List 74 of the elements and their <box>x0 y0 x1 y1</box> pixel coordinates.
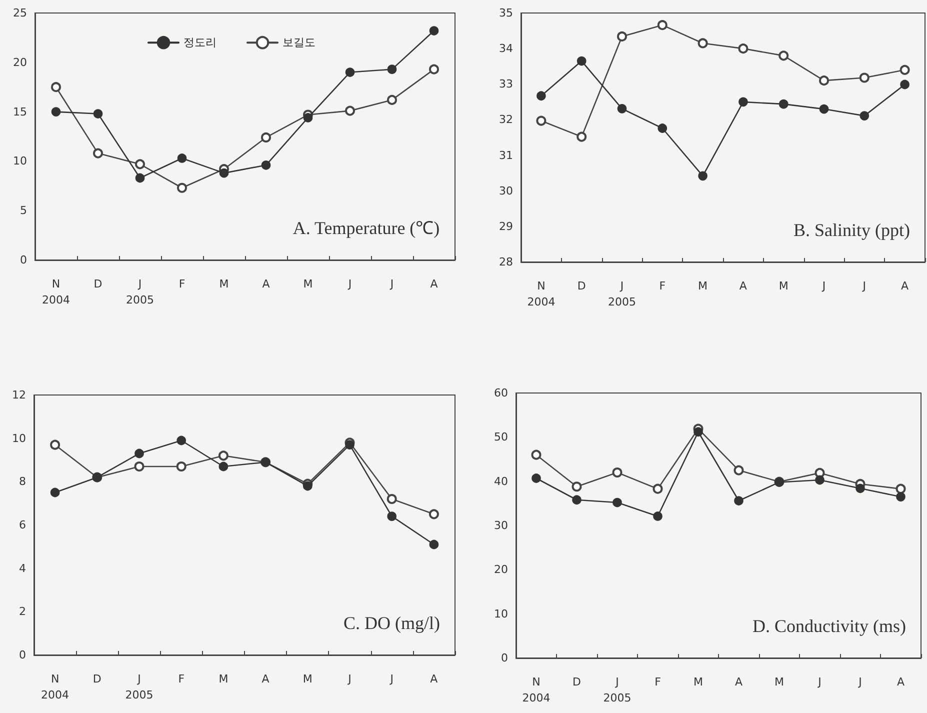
x-tick-label: M <box>694 676 703 688</box>
y-tick-label: 31 <box>499 148 513 162</box>
y-tick-label: 10 <box>494 607 508 620</box>
x-tick-label: M <box>302 672 312 686</box>
x-tick-label: A <box>262 672 270 686</box>
y-tick-label: 10 <box>13 154 27 168</box>
text: D. Conductivity (ms) <box>752 616 906 636</box>
y-tick-label: 32 <box>499 113 513 126</box>
y-tick-label: 12 <box>12 388 26 402</box>
x-tick-label: J <box>858 676 862 688</box>
x-tick-label: J <box>817 676 822 688</box>
x-tick-label: D <box>572 676 581 688</box>
text: C. DO (mg/l) <box>344 613 440 633</box>
x-tick-label: N 2004 <box>41 672 70 702</box>
y-tick-label: 30 <box>494 519 508 532</box>
x-tick-label: M <box>774 676 784 688</box>
y-tick-label: 50 <box>494 430 508 444</box>
text: A. Temperature (℃) <box>292 218 440 238</box>
legend-label: 정도리 <box>184 36 216 50</box>
x-tick-label: J <box>347 278 352 290</box>
y-tick-label: 28 <box>499 256 513 268</box>
y-tick-label: 20 <box>13 56 27 69</box>
x-tick-label: M <box>303 278 313 290</box>
x-tick-label: D <box>94 278 102 290</box>
x-tick-label: A <box>430 672 438 686</box>
x-tick-label: F <box>659 280 666 292</box>
y-tick-label: 30 <box>499 184 513 198</box>
x-tick-label: F <box>178 672 185 686</box>
y-tick-label: 0 <box>501 652 508 664</box>
x-tick-label: D <box>577 280 586 292</box>
y-tick-label: 60 <box>494 386 508 400</box>
x-tick-label: D <box>92 672 102 686</box>
x-tick-label: A <box>901 280 910 292</box>
x-tick-label: J 2005 <box>603 676 632 704</box>
y-tick-label: 8 <box>19 475 26 488</box>
x-tick-label: A <box>734 676 743 688</box>
x-tick-label: M <box>219 278 229 290</box>
x-tick-label: A <box>896 676 905 688</box>
y-tick-label: 2 <box>19 605 26 618</box>
x-tick-label: N 2004 <box>527 280 556 308</box>
x-tick-label: M <box>778 280 788 292</box>
x-tick-label: J <box>389 278 394 290</box>
legend-label: 보길도 <box>282 36 316 50</box>
x-tick-label: A <box>739 280 748 292</box>
y-tick-label: 25 <box>13 6 27 20</box>
x-tick-label: A <box>430 278 438 290</box>
y-tick-label: 10 <box>12 432 26 445</box>
y-tick-label: 15 <box>13 105 27 118</box>
y-tick-label: 40 <box>494 474 508 488</box>
x-tick-label: M <box>698 280 708 292</box>
x-tick-label: F <box>654 676 661 688</box>
x-tick-label: A <box>262 278 270 290</box>
x-tick-label: J 2005 <box>126 278 154 306</box>
y-tick-label: 33 <box>499 78 513 91</box>
y-tick-label: 20 <box>494 563 508 576</box>
x-tick-label: J 2005 <box>608 280 636 308</box>
x-tick-label: F <box>178 278 186 290</box>
x-tick-label: J <box>862 280 866 292</box>
y-tick-label: 6 <box>19 518 26 532</box>
x-tick-label: N 2004 <box>42 278 70 306</box>
y-tick-label: 34 <box>499 42 513 56</box>
y-tick-label: 29 <box>499 220 513 233</box>
x-tick-label: J <box>389 672 394 686</box>
text: B. Salinity (ppt) <box>794 220 910 240</box>
y-tick-label: 4 <box>19 562 26 575</box>
y-tick-label: 35 <box>499 6 513 20</box>
y-tick-label: 0 <box>20 254 27 266</box>
y-tick-label: 0 <box>19 648 26 662</box>
x-tick-label: J 2005 <box>125 672 154 702</box>
x-tick-label: J <box>821 280 826 292</box>
x-tick-label: N 2004 <box>522 676 550 704</box>
x-tick-label: M <box>218 672 228 686</box>
x-tick-label: J <box>347 672 352 686</box>
y-tick-label: 5 <box>20 204 27 218</box>
